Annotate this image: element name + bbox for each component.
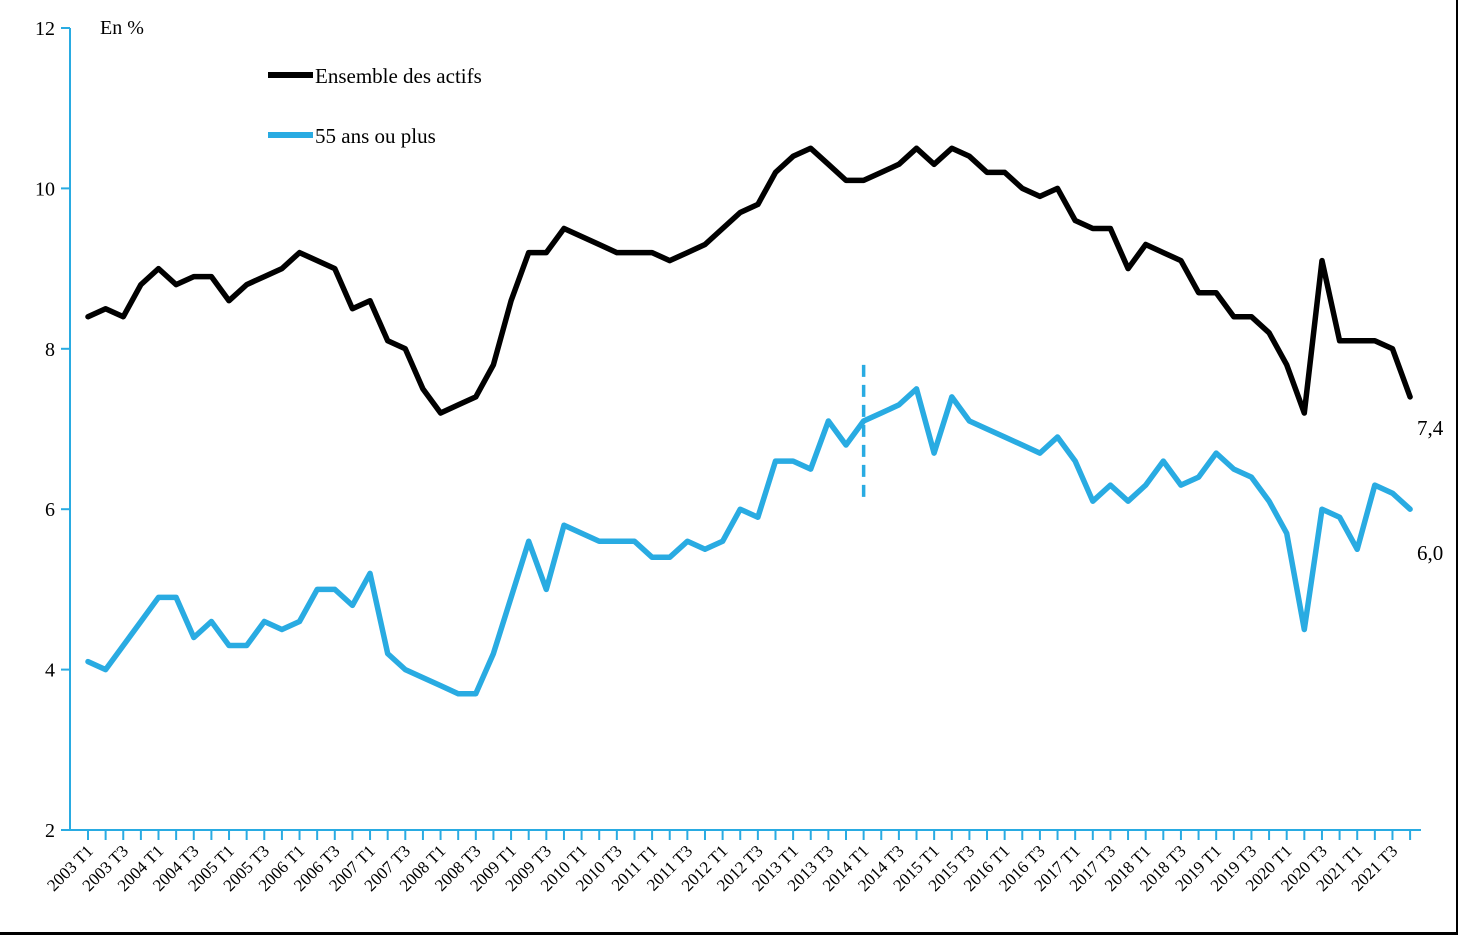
series-lines <box>85 145 1413 697</box>
y-tick-label: 2 <box>45 820 55 842</box>
legend: Ensemble des actifs 55 ans ou plus <box>268 64 482 148</box>
series-line-55-ans-ou-plus <box>85 386 1413 697</box>
y-axis-unit-label: En % <box>100 17 144 39</box>
series-line-ensemble-des-actifs <box>85 145 1413 416</box>
y-tick-label: 8 <box>45 339 55 361</box>
y-tick-label: 12 <box>35 18 55 40</box>
y-tick-label: 6 <box>45 499 55 521</box>
end-value-label-ensemble: 7,4 <box>1417 416 1444 440</box>
legend-label-ensemble: Ensemble des actifs <box>315 64 482 88</box>
x-axis-ticks <box>87 830 1412 840</box>
y-axis-ticks <box>61 27 70 831</box>
y-tick-label: 10 <box>35 178 55 200</box>
y-axis-labels: 2 4 6 8 10 12 <box>35 18 55 842</box>
end-value-label-55plus: 6,0 <box>1417 541 1443 565</box>
legend-label-55plus: 55 ans ou plus <box>315 124 436 148</box>
y-tick-label: 4 <box>45 660 55 682</box>
